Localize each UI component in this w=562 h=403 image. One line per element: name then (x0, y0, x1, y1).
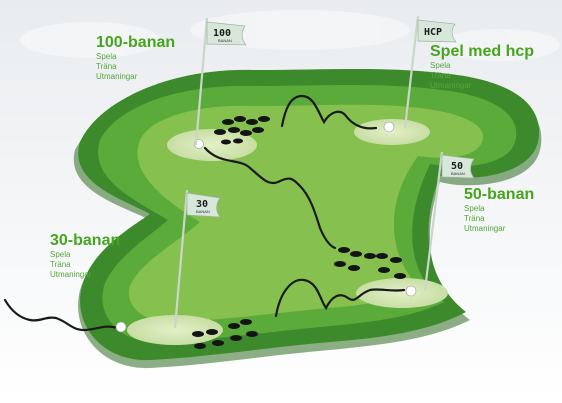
menu-100-banan: 100-banan Spela Träna Utmaningar (96, 34, 175, 82)
menu-50-banan-title[interactable]: 50-banan (464, 186, 535, 203)
menu-spel-med-hcp-train-link[interactable]: Träna (430, 71, 451, 80)
flag-100[interactable]: 100 BANAN (194, 17, 247, 146)
flag-hcp[interactable]: HCP (403, 15, 457, 129)
flag-30[interactable]: 30 BANAN (173, 189, 221, 329)
green-30 (127, 315, 223, 345)
menu-30-banan: 30-banan Spela Träna Utmaningar (50, 232, 120, 280)
green-100 (167, 129, 257, 161)
menu-spel-med-hcp: Spel med hcp Spela Träna Utmaningar (430, 43, 534, 91)
menu-50-banan-train-link[interactable]: Träna (464, 214, 485, 223)
menu-100-banan-title[interactable]: 100-banan (96, 34, 176, 51)
menu-spel-med-hcp-title[interactable]: Spel med hcp (430, 43, 535, 60)
green-hcp (354, 119, 430, 145)
menu-100-banan-challenges-link[interactable]: Utmaningar (96, 72, 138, 81)
flag-100-label: 100 (213, 28, 231, 39)
menu-100-banan-play-link[interactable]: Spela (96, 52, 117, 61)
ball-trajectories (3, 94, 406, 332)
menu-spel-med-hcp-play-link[interactable]: Spela (430, 61, 451, 70)
menu-50-banan-challenges-link[interactable]: Utmaningar (464, 224, 506, 233)
flag-100-sublabel: BANAN (218, 38, 232, 43)
flag-hcp-label: HCP (424, 27, 442, 38)
flag-50-label: 50 (451, 161, 463, 172)
menu-spel-med-hcp-challenges-link[interactable]: Utmaningar (430, 81, 472, 90)
flag-50-sublabel: BANAN (451, 171, 465, 176)
menu-50-banan-play-link[interactable]: Spela (464, 204, 485, 213)
footprints (192, 116, 406, 349)
menu-50-banan: 50-banan Spela Träna Utmaningar (464, 186, 534, 234)
menu-30-banan-train-link[interactable]: Träna (50, 260, 71, 269)
flag-30-label: 30 (196, 199, 208, 210)
flag-50[interactable]: 50 BANAN (423, 151, 475, 291)
flag-30-sublabel: BANAN (196, 209, 210, 214)
menu-30-banan-challenges-link[interactable]: Utmaningar (50, 270, 92, 279)
clouds (20, 10, 560, 61)
menu-30-banan-title[interactable]: 30-banan (50, 232, 121, 249)
menu-30-banan-play-link[interactable]: Spela (50, 250, 71, 259)
green-50 (356, 278, 448, 308)
menu-100-banan-train-link[interactable]: Träna (96, 62, 117, 71)
